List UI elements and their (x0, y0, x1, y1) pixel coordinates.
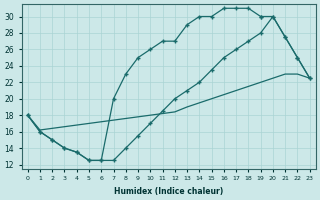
X-axis label: Humidex (Indice chaleur): Humidex (Indice chaleur) (114, 187, 223, 196)
